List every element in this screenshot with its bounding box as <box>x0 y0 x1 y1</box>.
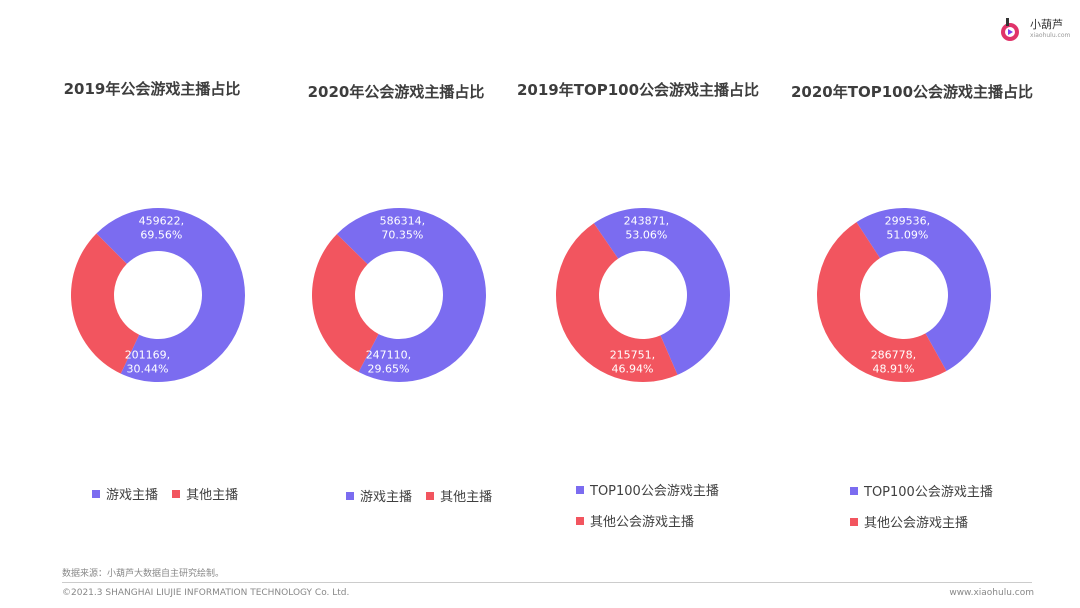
legend-chart-3: TOP100公会游戏主播 其他公会游戏主播 <box>576 480 729 542</box>
legend-item-other-guild: 其他公会游戏主播 <box>850 512 993 531</box>
donut-slice-primary <box>96 208 245 382</box>
legend-chart-4: TOP100公会游戏主播 其他公会游戏主播 <box>850 481 1003 543</box>
slice-data-label: 459622, <box>139 215 185 228</box>
donut-chart-2: 586314,70.35% 247110,29.65% <box>312 208 486 382</box>
slice-data-label: 70.35% <box>381 229 423 242</box>
donut-chart-4: 299536,51.09% 286778,48.91% <box>817 207 991 382</box>
chart-title-4: 2020年TOP100公会游戏主播占比 <box>790 83 1034 101</box>
slice-data-label: 247110, <box>366 349 412 362</box>
legend-item-top100: TOP100公会游戏主播 <box>576 480 719 499</box>
donut-chart-3: 243871,53.06% 215751,46.94% <box>555 208 730 383</box>
slice-data-label: 215751, <box>610 349 656 362</box>
legend-item-top100: TOP100公会游戏主播 <box>850 481 993 500</box>
donut-slice-secondary <box>312 234 379 373</box>
chart-title-1: 2019年公会游戏主播占比 <box>63 80 241 98</box>
donut-slice-primary <box>336 208 486 382</box>
donut-slice-secondary <box>555 223 678 383</box>
slice-data-label: 48.91% <box>872 363 914 376</box>
slice-data-label: 586314, <box>380 215 426 228</box>
slice-data-label: 30.44% <box>126 363 168 376</box>
slice-data-label: 299536, <box>885 215 931 228</box>
legend-item-other: 其他主播 <box>172 484 238 503</box>
slice-data-label: 69.56% <box>140 229 182 242</box>
slice-data-label: 53.06% <box>625 229 667 242</box>
legend-item-game: 游戏主播 <box>346 486 412 505</box>
legend-item-game: 游戏主播 <box>92 484 158 503</box>
legend-chart-1: 游戏主播 其他主播 <box>92 484 248 503</box>
legend-item-other: 其他主播 <box>426 486 492 505</box>
slice-data-label: 46.94% <box>611 363 653 376</box>
donut-slice-secondary <box>817 222 947 382</box>
slice-data-label: 286778, <box>871 349 917 362</box>
footer-divider <box>62 582 1032 583</box>
data-source-note: 数据来源：小葫芦大数据自主研究绘制。 <box>62 569 225 579</box>
chart-title-2: 2020年公会游戏主播占比 <box>307 83 485 101</box>
legend-item-other-guild: 其他公会游戏主播 <box>576 511 719 530</box>
slice-data-label: 51.09% <box>886 229 928 242</box>
slice-data-label: 243871, <box>624 215 670 228</box>
brand-url: xiaohulu.com <box>1030 32 1071 39</box>
website-link[interactable]: www.xiaohulu.com <box>949 588 1034 598</box>
chart-title-3: 2019年TOP100公会游戏主播占比 <box>516 81 760 99</box>
donut-slice-primary <box>593 208 730 375</box>
legend-chart-2: 游戏主播 其他主播 <box>346 486 502 505</box>
brand-logo-icon <box>1001 18 1019 41</box>
donut-chart-1: 459622,69.56% 201169,30.44% <box>71 208 245 382</box>
donut-slice-secondary <box>71 233 140 374</box>
copyright-text: ©2021.3 SHANGHAI LIUJIE INFORMATION TECH… <box>62 588 350 598</box>
donut-slice-primary <box>856 207 991 371</box>
slice-data-label: 201169, <box>125 349 171 362</box>
brand-name: 小葫芦 <box>1030 18 1063 31</box>
slice-data-label: 29.65% <box>367 363 409 376</box>
